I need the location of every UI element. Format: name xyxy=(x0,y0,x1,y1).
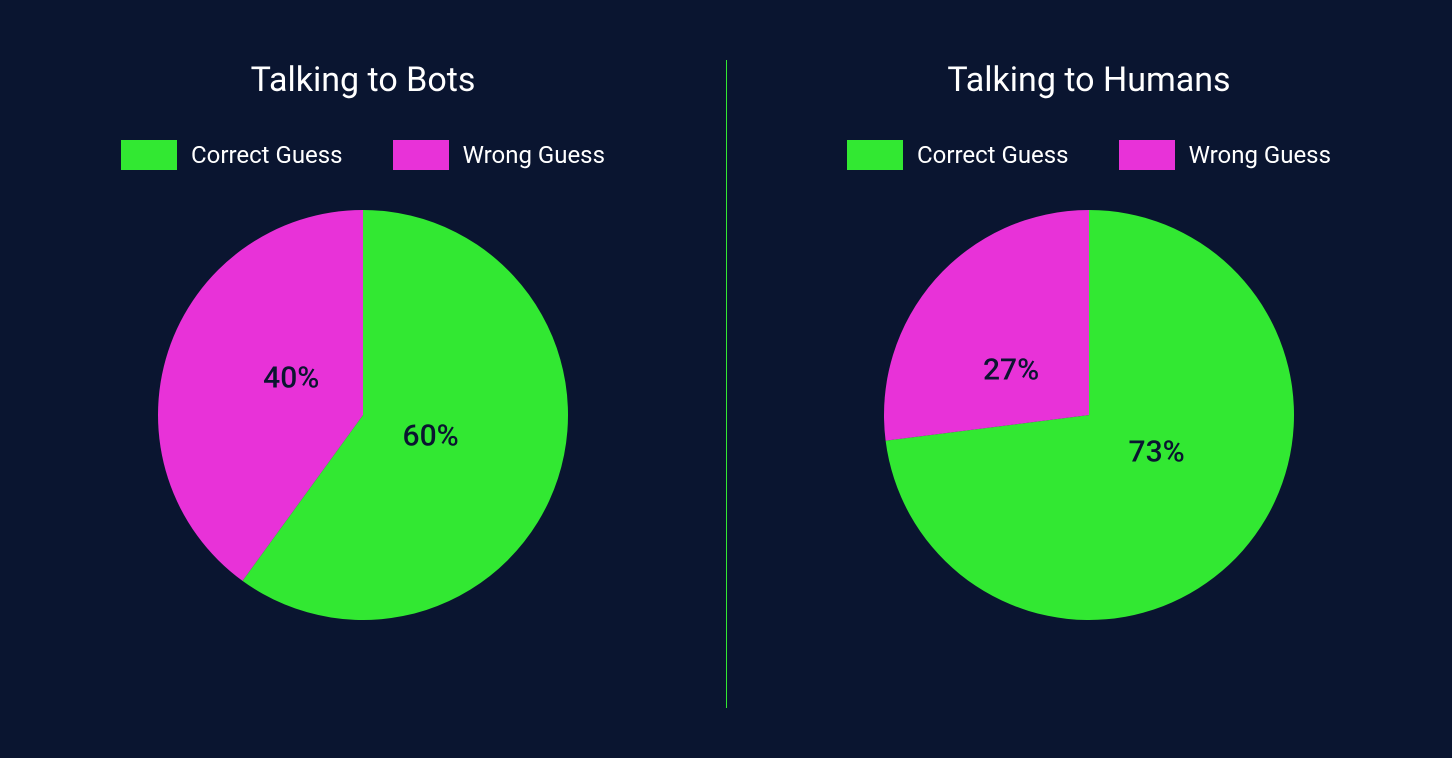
pie-slice xyxy=(884,210,1089,441)
legend-label-wrong: Wrong Guess xyxy=(1189,141,1331,169)
panel-humans: Talking to Humans Correct Guess Wrong Gu… xyxy=(726,0,1452,758)
pie-slice-label: 27% xyxy=(983,352,1039,387)
legend-label-correct: Correct Guess xyxy=(191,141,343,169)
legend-swatch-wrong xyxy=(1119,140,1175,170)
legend: Correct Guess Wrong Guess xyxy=(847,140,1331,170)
legend-item-correct: Correct Guess xyxy=(121,140,343,170)
pie-chart-humans: 73% 27% xyxy=(884,210,1294,620)
legend-item-correct: Correct Guess xyxy=(847,140,1069,170)
chart-container: Talking to Bots Correct Guess Wrong Gues… xyxy=(0,0,1452,758)
pie-svg xyxy=(158,210,568,620)
panel-divider xyxy=(726,60,727,708)
pie-slice-label: 60% xyxy=(403,418,459,453)
legend-swatch-correct xyxy=(121,140,177,170)
legend-swatch-wrong xyxy=(393,140,449,170)
legend-swatch-correct xyxy=(847,140,903,170)
pie-slice-label: 73% xyxy=(1129,434,1185,469)
chart-title: Talking to Bots xyxy=(251,60,476,100)
legend-label-correct: Correct Guess xyxy=(917,141,1069,169)
legend: Correct Guess Wrong Guess xyxy=(121,140,605,170)
pie-svg xyxy=(884,210,1294,620)
legend-label-wrong: Wrong Guess xyxy=(463,141,605,169)
pie-chart-bots: 60% 40% xyxy=(158,210,568,620)
pie-slice-label: 40% xyxy=(263,361,319,396)
legend-item-wrong: Wrong Guess xyxy=(393,140,605,170)
panel-bots: Talking to Bots Correct Guess Wrong Gues… xyxy=(0,0,726,758)
chart-title: Talking to Humans xyxy=(947,60,1230,100)
legend-item-wrong: Wrong Guess xyxy=(1119,140,1331,170)
